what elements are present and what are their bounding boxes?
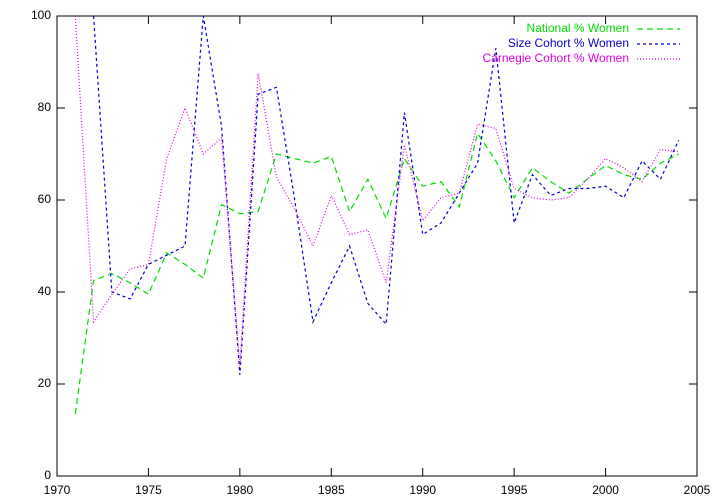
- x-tick-label: 1990: [409, 483, 436, 497]
- legend-label: Size Cohort % Women: [508, 36, 629, 50]
- legend-label: National % Women: [527, 21, 630, 35]
- series-line: [74, 131, 679, 414]
- y-tick-label: 100: [31, 8, 51, 22]
- legend-label: Carnegie Cohort % Women: [482, 51, 629, 65]
- y-tick-label: 40: [38, 284, 52, 298]
- series-line: [92, 16, 680, 375]
- x-tick-label: 1975: [135, 483, 162, 497]
- x-tick-label: 1970: [44, 483, 71, 497]
- series-line: [74, 16, 679, 366]
- plot-frame: [56, 15, 698, 477]
- series-layer: [74, 16, 680, 414]
- x-tick-label: 2005: [684, 483, 711, 497]
- y-tick-label: 80: [38, 100, 52, 114]
- x-tick-label: 2000: [592, 483, 619, 497]
- y-tick-label: 0: [44, 468, 51, 482]
- x-tick-label: 1995: [501, 483, 528, 497]
- y-tick-label: 60: [38, 192, 52, 206]
- y-tick-label: 20: [38, 376, 52, 390]
- x-tick-label: 1985: [318, 483, 345, 497]
- x-tick-label: 1980: [227, 483, 254, 497]
